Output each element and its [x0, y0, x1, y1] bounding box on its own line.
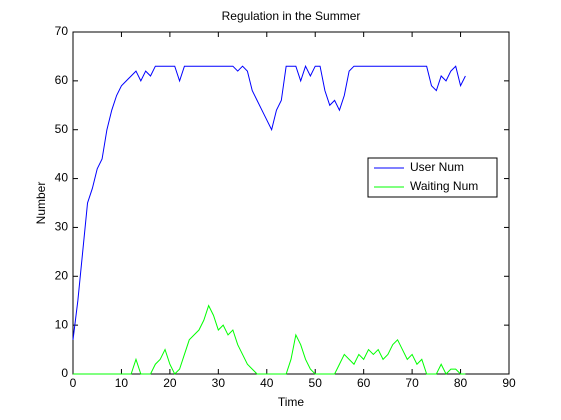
x-tick-label: 40: [260, 376, 274, 390]
x-tick-label: 90: [502, 376, 516, 390]
x-tick-label: 70: [405, 376, 419, 390]
x-tick-label: 10: [115, 376, 129, 390]
x-tick-label: 30: [212, 376, 226, 390]
y-tick-label: 50: [55, 122, 69, 136]
x-tick-label: 20: [163, 376, 177, 390]
plot-area: [72, 31, 510, 375]
x-tick-label: 0: [70, 376, 77, 390]
y-tick-label: 60: [55, 73, 69, 87]
series-line: [72, 64, 466, 340]
y-tick-label: 20: [55, 268, 69, 282]
legend-box: [367, 157, 498, 198]
y-tick-label: 30: [55, 220, 69, 234]
x-tick-label: 80: [454, 376, 468, 390]
y-tick-label: 70: [55, 24, 69, 38]
series-line: [73, 304, 466, 375]
legend-label: User Num: [410, 160, 464, 174]
y-tick-label: 40: [55, 171, 69, 185]
x-axis-label: Time: [278, 395, 305, 409]
chart-title: Regulation in the Summer: [222, 9, 361, 23]
y-tick-label: 0: [61, 366, 68, 380]
y-axis-label: Number: [34, 182, 48, 225]
y-tick-label: 10: [55, 317, 69, 331]
x-tick-label: 60: [357, 376, 371, 390]
x-tick-label: 50: [309, 376, 323, 390]
legend-label: Waiting Num: [410, 179, 478, 193]
